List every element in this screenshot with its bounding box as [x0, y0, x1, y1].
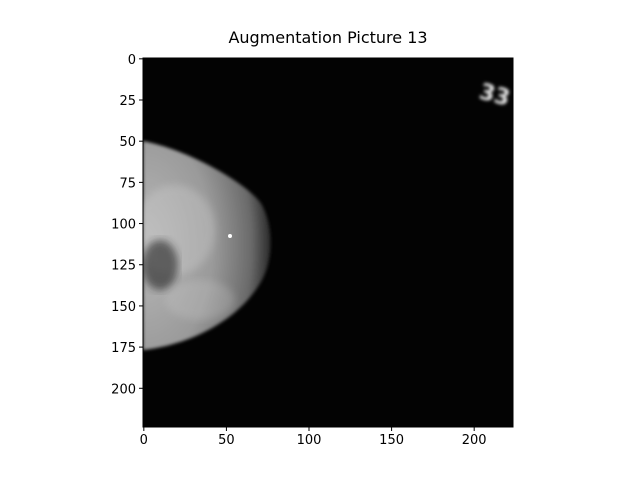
x-tick-label: 200 — [462, 433, 487, 448]
y-tick-label: 50 — [119, 135, 136, 150]
x-tick-label: 100 — [297, 433, 322, 448]
y-tick-label: 75 — [119, 176, 136, 191]
image: 33 — [143, 58, 513, 427]
x-tick-label: 150 — [379, 433, 404, 448]
axes-frame — [142, 57, 514, 428]
y-tick-label: 175 — [111, 341, 136, 356]
y-tick-label: 200 — [111, 382, 136, 397]
y-tick-label: 0 — [128, 53, 136, 68]
x-tick-label: 50 — [218, 433, 235, 448]
chart-title: Augmentation Picture 13 — [228, 28, 427, 47]
y-tick-label: 25 — [119, 94, 136, 109]
y-tick-label: 100 — [111, 218, 136, 233]
y-tick-label: 125 — [111, 259, 136, 274]
x-tick-label: 0 — [140, 433, 148, 448]
y-tick-label: 150 — [111, 300, 136, 315]
